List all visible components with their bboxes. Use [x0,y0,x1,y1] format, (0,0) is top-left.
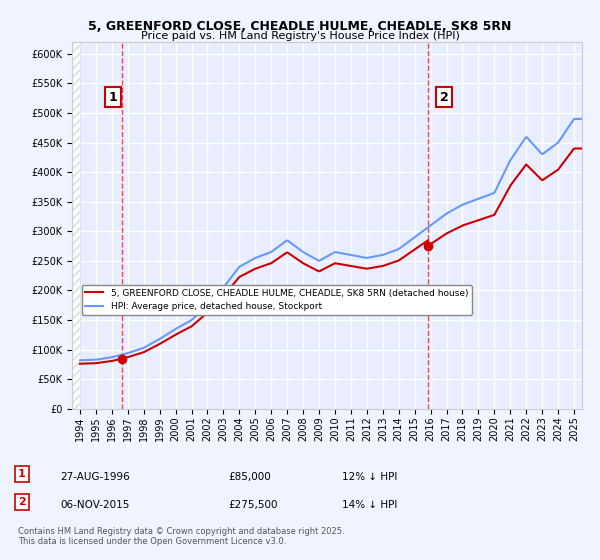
Text: 06-NOV-2015: 06-NOV-2015 [60,500,130,510]
Text: 14% ↓ HPI: 14% ↓ HPI [342,500,397,510]
Text: 2: 2 [18,497,26,507]
Text: £85,000: £85,000 [228,472,271,482]
Text: 12% ↓ HPI: 12% ↓ HPI [342,472,397,482]
Text: 2: 2 [440,91,449,104]
Text: 27-AUG-1996: 27-AUG-1996 [60,472,130,482]
Text: Price paid vs. HM Land Registry's House Price Index (HPI): Price paid vs. HM Land Registry's House … [140,31,460,41]
Text: Contains HM Land Registry data © Crown copyright and database right 2025.
This d: Contains HM Land Registry data © Crown c… [18,526,344,546]
Text: £275,500: £275,500 [228,500,277,510]
Text: 5, GREENFORD CLOSE, CHEADLE HULME, CHEADLE, SK8 5RN: 5, GREENFORD CLOSE, CHEADLE HULME, CHEAD… [88,20,512,32]
Text: 1: 1 [109,91,117,104]
Text: 1: 1 [18,469,26,479]
Legend: 5, GREENFORD CLOSE, CHEADLE HULME, CHEADLE, SK8 5RN (detached house), HPI: Avera: 5, GREENFORD CLOSE, CHEADLE HULME, CHEAD… [82,285,472,315]
